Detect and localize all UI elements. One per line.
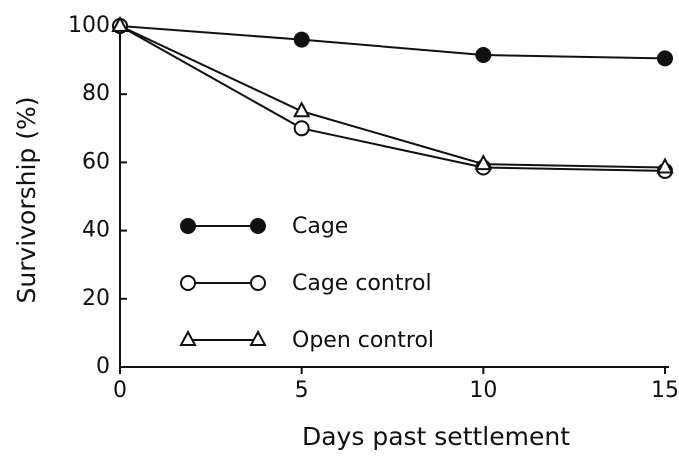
marker [180,218,196,234]
y-tick-label: 40 [82,218,110,243]
y-tick-label: 80 [82,81,110,106]
marker [656,157,674,174]
x-tick-label: 10 [469,378,497,403]
x-tick-label: 5 [295,378,309,403]
y-tick-label: 20 [82,286,110,311]
marker [179,329,197,346]
y-tick-label: 100 [68,13,110,38]
marker [111,15,129,32]
marker [292,101,311,118]
marker [475,46,492,63]
legend-label: Open control [292,328,434,353]
marker [250,275,266,291]
x-axis-label: Days past settlement [302,422,570,451]
legend-label: Cage [292,214,348,239]
marker [293,120,310,137]
x-tick-label: 15 [651,378,679,403]
marker [657,50,673,67]
marker [249,329,267,346]
series-line [119,25,666,169]
y-tick-label: 0 [96,354,110,379]
series-line [119,25,666,172]
marker [250,218,266,234]
y-axis-label: Survivorship (%) [12,97,41,304]
y-tick-label: 60 [82,149,110,174]
marker [180,275,196,291]
x-tick-label: 0 [113,378,127,403]
marker [293,31,310,48]
series-line [119,25,666,60]
legend-label: Cage control [292,271,432,296]
marker [474,153,493,171]
